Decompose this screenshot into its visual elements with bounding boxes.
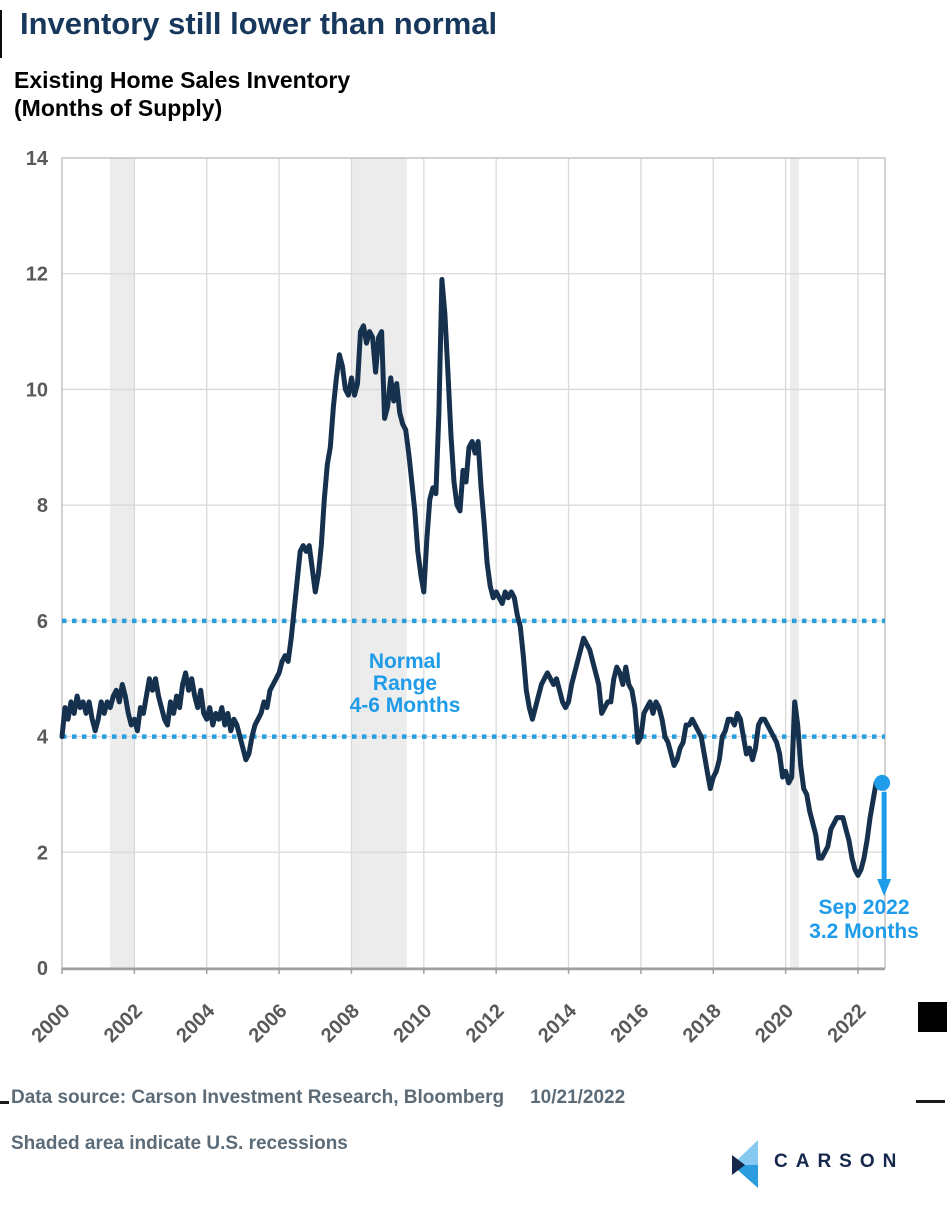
normal-range-label: Range: [373, 672, 437, 695]
line-chart: 0 2 4 6 8 10 12 14 2000 2002 2004 2006 2008 2010 2012 2…: [26, 148, 919, 1047]
x-axis-tick-label: 2016: [606, 1000, 653, 1047]
recession-band: [351, 158, 407, 968]
x-axis-tick-label: 2008: [317, 1000, 364, 1047]
annotation-label: 3.2 Months: [809, 920, 919, 943]
y-axis-tick-label: 14: [26, 148, 49, 170]
x-axis-tick-label: 2018: [679, 1000, 726, 1047]
footer-source-line: Data source: Carson Investment Research,…: [11, 1087, 625, 1109]
x-axis-tick-label: 2002: [100, 1000, 147, 1047]
black-square: [918, 1002, 947, 1032]
x-axis-tick-label: 2020: [751, 1000, 798, 1047]
recession-band: [790, 158, 799, 968]
x-axis-tick-label: 2006: [245, 1000, 292, 1047]
carson-logo: CARSON: [730, 1134, 930, 1190]
y-axis-tick-label: 6: [37, 611, 48, 633]
x-axis-tick-label: 2004: [172, 999, 220, 1047]
carson-logo-text: CARSON: [774, 1151, 905, 1172]
annotation-arrow-head: [877, 879, 892, 896]
footer-note: Shaded area indicate U.S. recessions: [11, 1133, 348, 1154]
recession-band: [110, 158, 136, 968]
y-axis-tick-label: 2: [37, 842, 48, 864]
y-axis-tick-label: 8: [37, 495, 48, 517]
plot-border: [61, 157, 886, 969]
subtitle-line-1: Existing Home Sales Inventory: [14, 67, 351, 93]
normal-range-label: Normal: [369, 650, 441, 673]
x-axis-tick-label: 2014: [534, 999, 582, 1047]
y-axis-tick-label: 10: [26, 379, 48, 401]
footer-date: 10/21/2022: [530, 1087, 626, 1108]
latest-point-marker: [874, 774, 891, 791]
title-accent-bar: [0, 10, 2, 58]
annotation-label: Sep 2022: [818, 896, 909, 919]
y-axis-tick-label: 4: [37, 727, 49, 749]
normal-range-label: 4-6 Months: [350, 694, 461, 717]
x-axis-tick-label: 2022: [824, 1000, 871, 1047]
y-axis-tick-label: 12: [26, 264, 48, 286]
chart-subtitle: Existing Home Sales Inventory (Months of…: [14, 66, 350, 122]
carson-logo-icon: [732, 1140, 758, 1188]
footer-rule-left: [0, 1101, 9, 1104]
y-axis-tick-label: 0: [37, 958, 48, 980]
footer-source: Data source: Carson Investment Research,…: [11, 1087, 505, 1108]
inventory-series-line: [59, 277, 885, 878]
subtitle-line-2: (Months of Supply): [14, 95, 223, 121]
page-title: Inventory still lower than normal: [20, 6, 498, 41]
footer-rule-right: [916, 1100, 945, 1103]
x-axis-tick-label: 2010: [389, 1000, 436, 1047]
x-axis-tick-label: 2012: [462, 1000, 509, 1047]
x-axis-tick-label: 2000: [28, 1000, 75, 1047]
